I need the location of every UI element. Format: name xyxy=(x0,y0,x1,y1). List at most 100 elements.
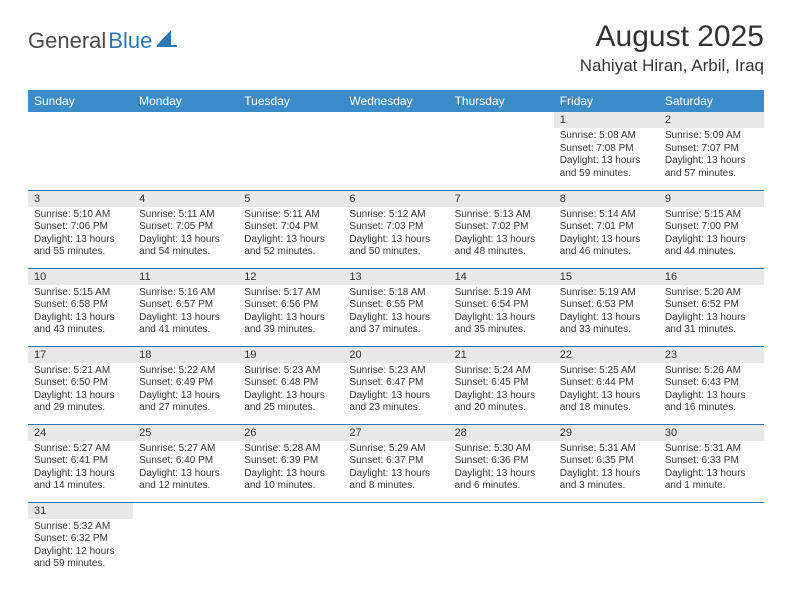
day-number: 28 xyxy=(449,425,554,441)
day-detail-line: Sunrise: 5:26 AM xyxy=(665,365,758,378)
day-detail-line xyxy=(665,546,758,559)
day-detail-line: Sunset: 6:44 PM xyxy=(560,377,653,390)
day-detail-line: Sunrise: 5:31 AM xyxy=(560,443,653,456)
day-detail-line: and 1 minute. xyxy=(665,480,758,493)
day-detail-line: Daylight: 13 hours xyxy=(665,468,758,481)
day-details xyxy=(133,128,238,184)
day-detail-line: and 23 minutes. xyxy=(349,402,442,415)
day-detail-line: Sunrise: 5:20 AM xyxy=(665,287,758,300)
logo-text-blue: Blue xyxy=(108,28,152,54)
day-detail-line: Sunrise: 5:31 AM xyxy=(665,443,758,456)
day-detail-line: and 6 minutes. xyxy=(455,480,548,493)
day-detail-line: and 59 minutes. xyxy=(34,558,127,571)
day-detail-line xyxy=(244,521,337,534)
day-detail-line: Sunset: 6:52 PM xyxy=(665,299,758,312)
calendar-cell xyxy=(449,502,554,580)
calendar-cell: 7Sunrise: 5:13 AMSunset: 7:02 PMDaylight… xyxy=(449,190,554,268)
day-detail-line: and 54 minutes. xyxy=(139,246,232,259)
calendar-week-row: 24Sunrise: 5:27 AMSunset: 6:41 PMDayligh… xyxy=(28,424,764,502)
calendar-cell xyxy=(554,502,659,580)
logo: GeneralBlue xyxy=(28,28,179,54)
calendar-body: 1Sunrise: 5:08 AMSunset: 7:08 PMDaylight… xyxy=(28,112,764,580)
day-detail-line: Sunrise: 5:28 AM xyxy=(244,443,337,456)
calendar-cell: 16 Sunrise: 5:20 AMSunset: 6:52 PMDayligh… xyxy=(659,268,764,346)
day-detail-line xyxy=(139,168,232,181)
day-details: Sunrise: 5:27 AMSunset: 6:40 PMDaylight:… xyxy=(133,441,238,497)
dayname-header: Monday xyxy=(133,90,238,112)
dayname-header: Thursday xyxy=(449,90,554,112)
calendar-cell: 26Sunrise: 5:28 AMSunset: 6:39 PMDayligh… xyxy=(238,424,343,502)
day-detail-line xyxy=(560,546,653,559)
day-detail-line: Sunset: 6:49 PM xyxy=(139,377,232,390)
sail-icon xyxy=(157,28,179,54)
day-detail-line: and 33 minutes. xyxy=(560,324,653,337)
calendar-week-row: 17Sunrise: 5:21 AMSunset: 6:50 PMDayligh… xyxy=(28,346,764,424)
day-detail-line xyxy=(244,558,337,571)
day-detail-line: Daylight: 13 hours xyxy=(349,390,442,403)
day-detail-line: and 59 minutes. xyxy=(560,168,653,181)
day-detail-line: Sunrise: 5:09 AM xyxy=(665,130,758,143)
day-detail-line xyxy=(244,143,337,156)
day-detail-line: Sunset: 6:39 PM xyxy=(244,455,337,468)
calendar-cell xyxy=(659,502,764,580)
calendar-cell xyxy=(238,112,343,190)
day-details: Sunrise: 5:23 AMSunset: 6:47 PMDaylight:… xyxy=(343,363,448,419)
day-detail-line: Daylight: 13 hours xyxy=(455,468,548,481)
day-number: 16 xyxy=(659,269,764,285)
day-detail-line xyxy=(34,155,127,168)
day-detail-line: Daylight: 13 hours xyxy=(139,468,232,481)
day-detail-line: Sunrise: 5:30 AM xyxy=(455,443,548,456)
calendar-cell: 9Sunrise: 5:15 AMSunset: 7:00 PMDaylight… xyxy=(659,190,764,268)
day-detail-line: Sunrise: 5:23 AM xyxy=(349,365,442,378)
day-details: Sunrise: 5:21 AMSunset: 6:50 PMDaylight:… xyxy=(28,363,133,419)
day-number: 25 xyxy=(133,425,238,441)
day-details: Sunrise: 5:18 AMSunset: 6:55 PMDaylight:… xyxy=(343,285,448,341)
day-number: 22 xyxy=(554,347,659,363)
day-number xyxy=(238,503,343,519)
calendar-cell: 29Sunrise: 5:31 AMSunset: 6:35 PMDayligh… xyxy=(554,424,659,502)
day-detail-line xyxy=(455,143,548,156)
day-detail-line: Sunset: 6:40 PM xyxy=(139,455,232,468)
day-number: 6 xyxy=(343,191,448,207)
day-detail-line xyxy=(665,521,758,534)
day-detail-line: and 31 minutes. xyxy=(665,324,758,337)
day-detail-line: and 29 minutes. xyxy=(34,402,127,415)
day-details: Sunrise: 5:24 AMSunset: 6:45 PMDaylight:… xyxy=(449,363,554,419)
day-detail-line xyxy=(560,558,653,571)
day-details: Sunrise: 5:17 AMSunset: 6:56 PMDaylight:… xyxy=(238,285,343,341)
day-detail-line: and 41 minutes. xyxy=(139,324,232,337)
day-detail-line: Sunset: 6:56 PM xyxy=(244,299,337,312)
day-detail-line: Daylight: 13 hours xyxy=(34,234,127,247)
day-number: 14 xyxy=(449,269,554,285)
day-detail-line: Sunset: 6:58 PM xyxy=(34,299,127,312)
day-detail-line: Sunset: 7:02 PM xyxy=(455,221,548,234)
day-detail-line: Sunrise: 5:15 AM xyxy=(665,209,758,222)
day-number: 30 xyxy=(659,425,764,441)
day-number: 9 xyxy=(659,191,764,207)
calendar-cell: 24Sunrise: 5:27 AMSunset: 6:41 PMDayligh… xyxy=(28,424,133,502)
day-details: Sunrise: 5:12 AMSunset: 7:03 PMDaylight:… xyxy=(343,207,448,263)
day-detail-line: Daylight: 13 hours xyxy=(665,312,758,325)
day-detail-line: and 14 minutes. xyxy=(34,480,127,493)
calendar-cell: 8Sunrise: 5:14 AMSunset: 7:01 PMDaylight… xyxy=(554,190,659,268)
day-detail-line: and 55 minutes. xyxy=(34,246,127,259)
day-detail-line xyxy=(34,143,127,156)
day-number: 8 xyxy=(554,191,659,207)
day-number xyxy=(449,112,554,128)
day-detail-line: Sunrise: 5:18 AM xyxy=(349,287,442,300)
day-detail-line: Sunset: 7:03 PM xyxy=(349,221,442,234)
day-detail-line: Sunrise: 5:27 AM xyxy=(139,443,232,456)
day-details xyxy=(449,519,554,575)
calendar-cell: 30Sunrise: 5:31 AMSunset: 6:33 PMDayligh… xyxy=(659,424,764,502)
day-number: 21 xyxy=(449,347,554,363)
day-detail-line: Sunset: 6:36 PM xyxy=(455,455,548,468)
day-detail-line: Sunset: 7:04 PM xyxy=(244,221,337,234)
day-detail-line xyxy=(139,521,232,534)
day-detail-line: Sunset: 6:53 PM xyxy=(560,299,653,312)
day-number: 7 xyxy=(449,191,554,207)
calendar-week-row: 31Sunrise: 5:32 AMSunset: 6:32 PMDayligh… xyxy=(28,502,764,580)
day-detail-line: Daylight: 13 hours xyxy=(560,234,653,247)
day-details: Sunrise: 5:31 AMSunset: 6:33 PMDaylight:… xyxy=(659,441,764,497)
calendar-cell xyxy=(133,112,238,190)
day-detail-line: and 20 minutes. xyxy=(455,402,548,415)
